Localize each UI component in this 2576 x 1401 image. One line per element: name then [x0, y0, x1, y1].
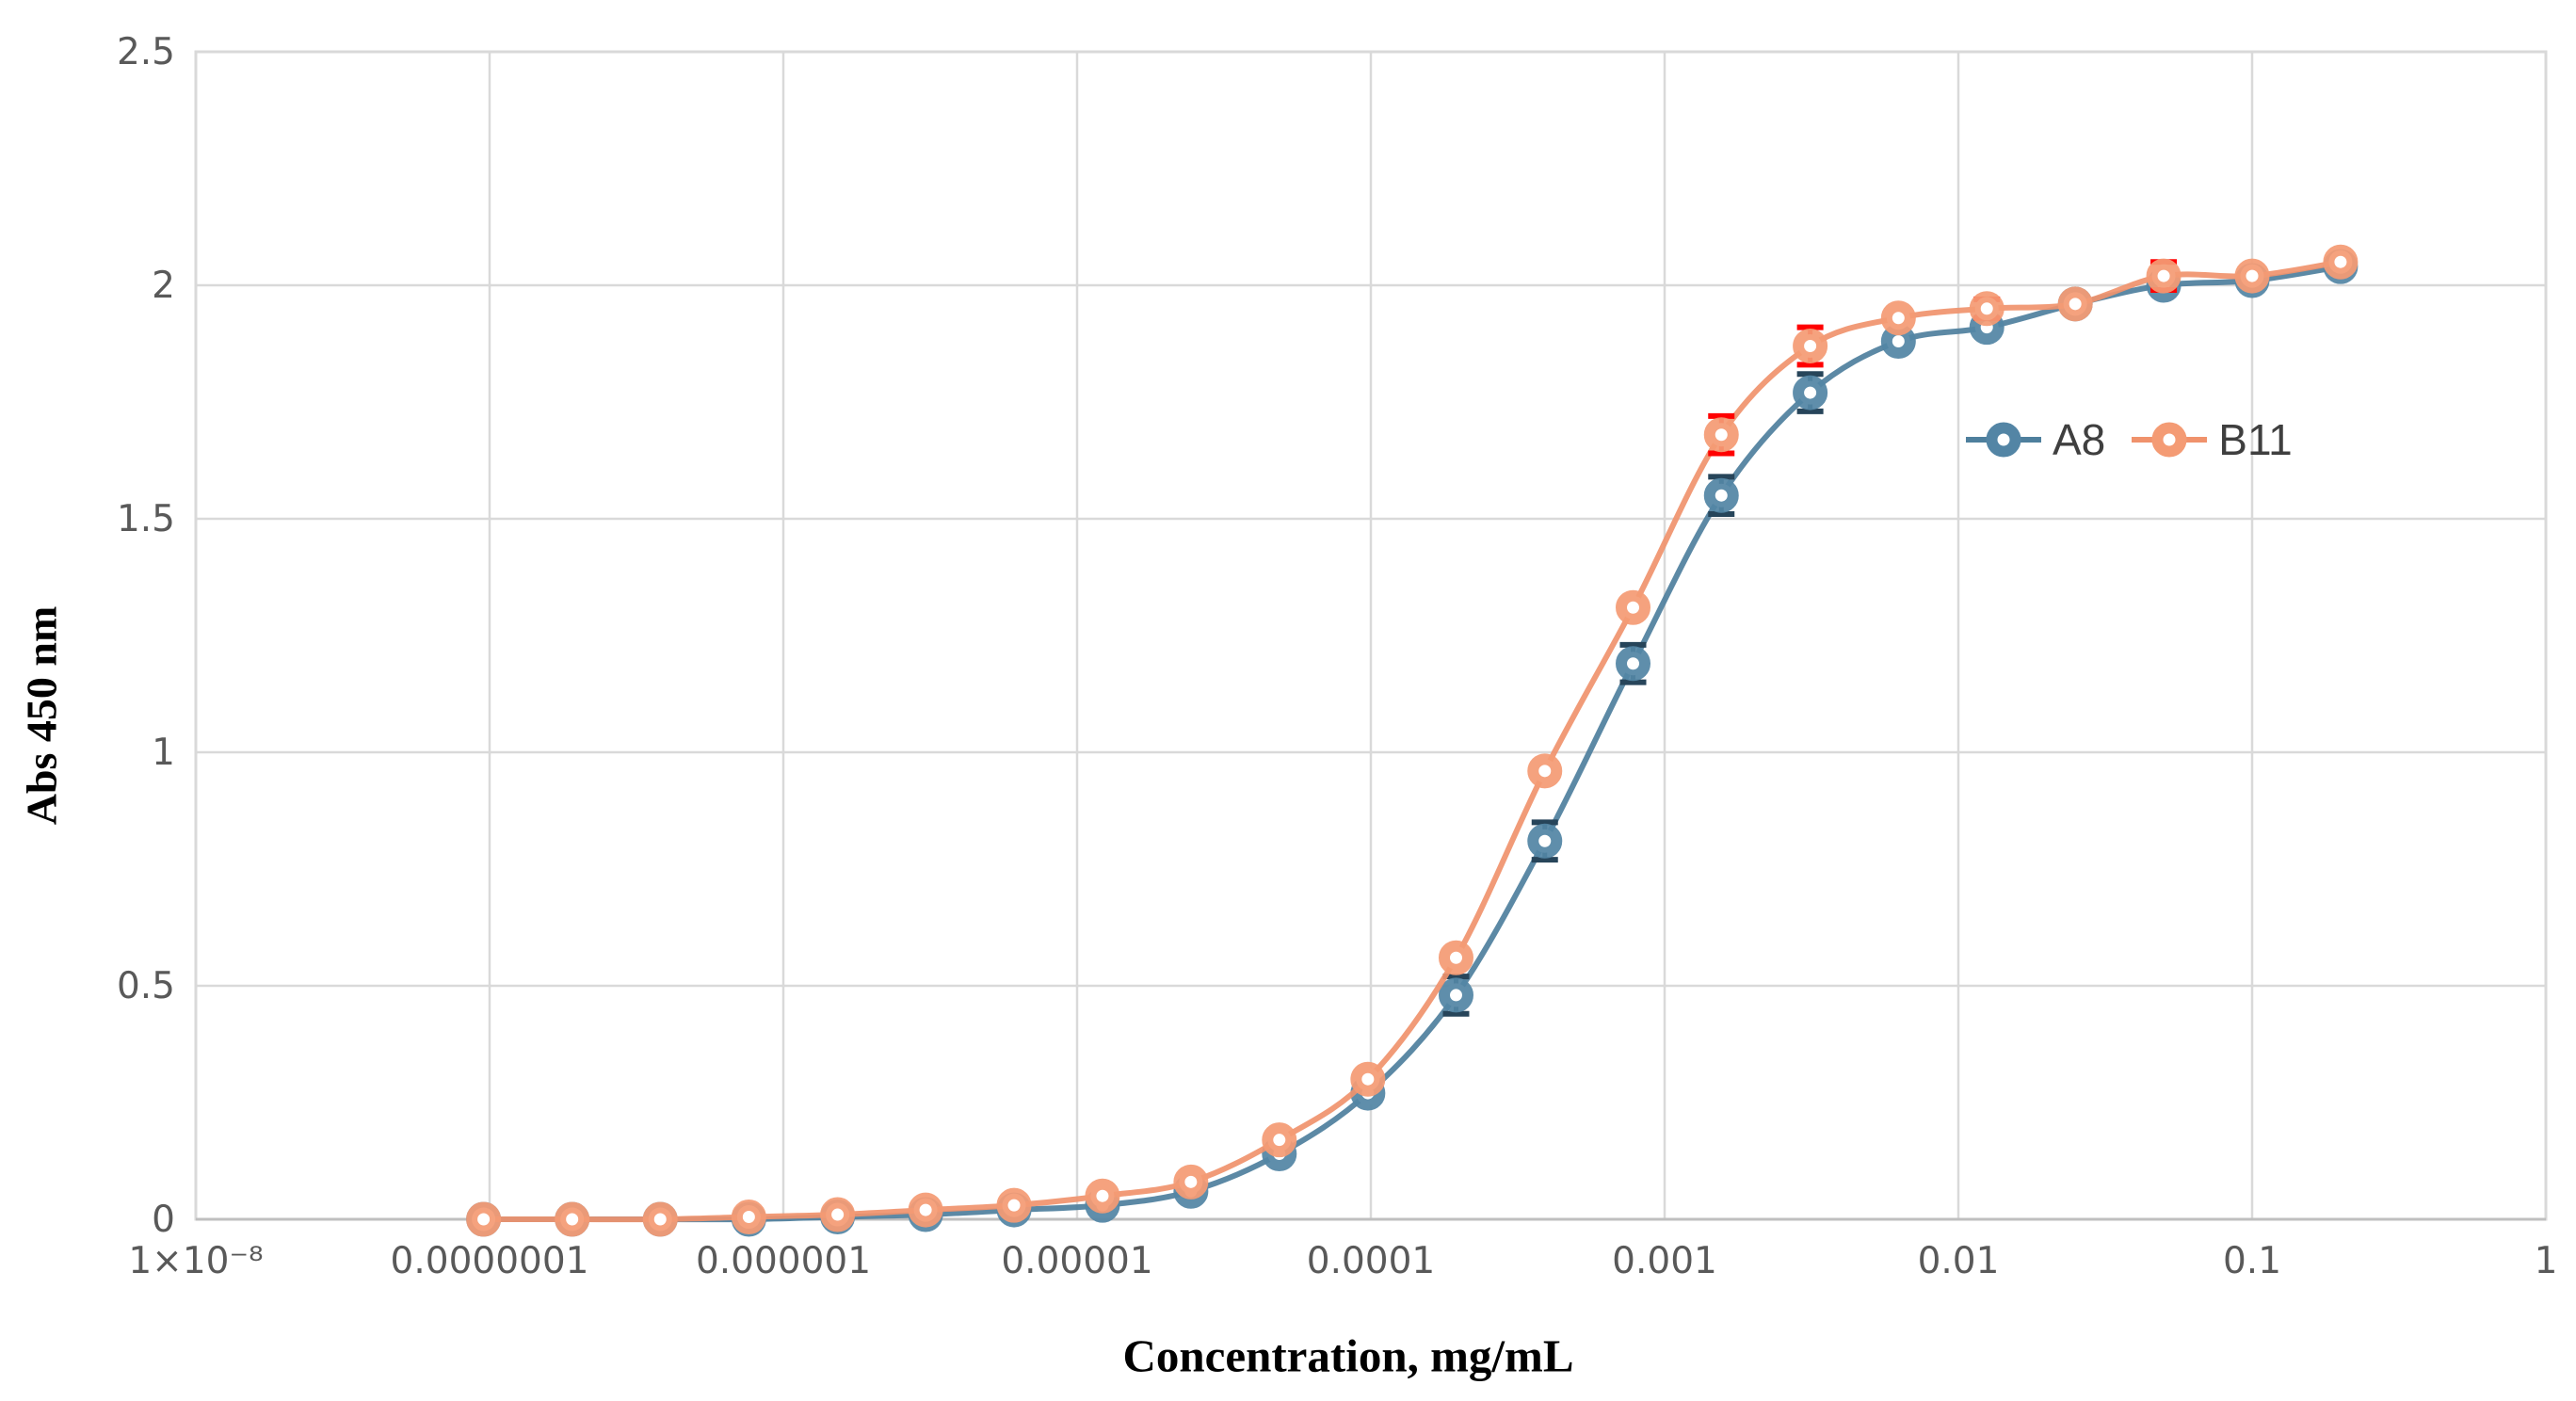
data-point-a8[interactable]	[1793, 375, 1828, 411]
data-point-b11[interactable]	[2234, 258, 2270, 294]
data-point-b11[interactable]	[555, 1201, 590, 1237]
legend-item-b11[interactable]: B11	[2130, 415, 2293, 464]
y-tick-label: 2.5	[117, 31, 175, 73]
data-point-a8[interactable]	[1703, 477, 1739, 513]
data-point-b11[interactable]	[1350, 1061, 1386, 1097]
data-point-b11[interactable]	[466, 1201, 502, 1237]
data-point-b11[interactable]	[1616, 589, 1651, 625]
data-point-b11[interactable]	[1969, 291, 2004, 327]
data-point-a8[interactable]	[1616, 646, 1651, 682]
data-point-b11[interactable]	[1880, 300, 1916, 336]
y-tick-label: 2	[152, 265, 175, 307]
y-tick-label: 0.5	[117, 965, 175, 1007]
x-tick-label: 0.0000001	[391, 1240, 589, 1282]
y-axis-title: Abs 450 nm	[17, 605, 66, 826]
data-point-b11[interactable]	[1527, 753, 1563, 789]
data-point-b11[interactable]	[1793, 328, 1828, 363]
x-tick-label: 0.01	[1918, 1240, 2000, 1282]
x-tick-label: 1	[2535, 1240, 2558, 1282]
x-tick-label: 0.000001	[696, 1240, 871, 1282]
legend-label-a8: A8	[2053, 415, 2106, 464]
legend-swatch-b11-icon	[2132, 422, 2208, 458]
x-axis-title: Concentration, mg/mL	[1122, 1329, 1574, 1382]
x-tick-label: 0.00001	[1001, 1240, 1152, 1282]
x-tick-label: 0.0001	[1307, 1240, 1435, 1282]
data-point-b11[interactable]	[1085, 1178, 1120, 1214]
data-point-b11[interactable]	[820, 1197, 856, 1232]
data-point-a8[interactable]	[1438, 977, 1473, 1013]
x-tick-label: 0.1	[2223, 1240, 2281, 1282]
x-tick-label: 0.001	[1612, 1240, 1717, 1282]
data-point-b11[interactable]	[642, 1201, 678, 1237]
series-line-a8	[483, 264, 2342, 1223]
y-tick-label: 1	[152, 732, 175, 774]
data-point-b11[interactable]	[2323, 244, 2359, 280]
legend: A8 B11	[1964, 418, 2293, 461]
y-tick-label: 1.5	[117, 498, 175, 540]
data-point-b11[interactable]	[1173, 1164, 1209, 1200]
data-point-b11[interactable]	[731, 1200, 766, 1235]
legend-item-a8[interactable]: A8	[1964, 418, 2105, 461]
data-point-b11[interactable]	[1703, 417, 1739, 453]
legend-swatch-a8-icon	[1966, 422, 2041, 458]
data-point-b11[interactable]	[2146, 258, 2182, 294]
data-point-a8[interactable]	[1527, 823, 1563, 859]
data-point-b11[interactable]	[1262, 1122, 1297, 1158]
series-line-b11	[483, 259, 2342, 1223]
y-tick-label: 0	[152, 1199, 175, 1241]
data-point-b11[interactable]	[908, 1192, 943, 1228]
legend-label-b11: B11	[2218, 415, 2293, 464]
data-point-b11[interactable]	[1438, 940, 1473, 975]
data-point-b11[interactable]	[2057, 286, 2093, 322]
x-tick-label: 1×10⁻⁸	[128, 1240, 263, 1282]
data-point-b11[interactable]	[996, 1187, 1032, 1223]
